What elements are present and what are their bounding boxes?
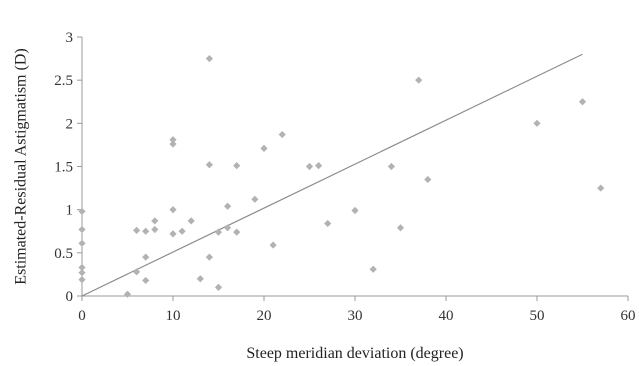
data-point	[315, 162, 323, 170]
data-point	[187, 217, 195, 225]
y-tick-label: 2	[66, 116, 74, 132]
y-tick-labels: 0 0.5 1 1.5 2 2.5 3	[54, 30, 82, 305]
data-point	[278, 130, 286, 139]
trendline-layer	[81, 53, 583, 297]
y-tick-label: 0.5	[54, 246, 73, 262]
x-tick-label: 0	[78, 308, 86, 324]
data-point	[351, 206, 359, 215]
data-point	[578, 98, 587, 106]
data-point	[151, 225, 159, 234]
data-point	[169, 136, 177, 144]
data-point	[133, 268, 141, 276]
y-tick-label: 1	[66, 203, 74, 219]
data-point	[169, 140, 177, 148]
data-point	[415, 76, 423, 84]
data-point	[78, 263, 86, 272]
data-point	[305, 162, 314, 171]
axes	[81, 37, 628, 297]
x-tick-labels: 0 10 20 30 40 50 60	[78, 296, 636, 324]
data-point	[123, 290, 132, 298]
data-point	[387, 162, 395, 171]
data-point	[233, 228, 241, 236]
y-tick-label: 3	[66, 30, 74, 46]
data-point	[142, 227, 150, 235]
x-tick-label: 30	[348, 308, 363, 324]
data-point	[597, 184, 605, 192]
x-tick-label: 50	[530, 308, 545, 324]
data-point	[205, 253, 213, 261]
data-point	[78, 269, 86, 277]
data-point	[142, 253, 150, 261]
data-point	[178, 227, 186, 235]
x-tick-label: 20	[257, 308, 272, 324]
data-point	[224, 224, 232, 232]
data-point	[269, 241, 277, 249]
y-tick-label: 0	[66, 289, 74, 305]
data-point	[205, 54, 213, 63]
data-point	[142, 276, 150, 285]
data-point	[151, 217, 159, 225]
data-point	[324, 219, 332, 228]
data-point	[224, 202, 232, 210]
data-point	[78, 225, 86, 234]
data-point	[78, 239, 86, 247]
data-point	[533, 119, 541, 127]
data-point	[424, 175, 432, 184]
y-tick-label: 2.5	[54, 73, 73, 89]
data-point	[214, 228, 223, 236]
x-tick-label: 40	[439, 308, 454, 324]
data-point	[205, 161, 213, 169]
data-point	[78, 207, 86, 215]
data-points	[78, 54, 605, 298]
x-tick-label: 60	[621, 308, 636, 324]
x-axis-title: Steep meridian deviation (degree)	[246, 345, 463, 362]
data-point	[251, 195, 259, 203]
data-point	[169, 206, 177, 214]
data-point	[78, 275, 86, 284]
y-axis-title: Estimated-Residual Astigmatism (D)	[13, 48, 30, 284]
trendline	[81, 53, 583, 297]
data-point	[369, 265, 377, 273]
data-point	[233, 162, 241, 170]
data-point	[196, 275, 204, 283]
y-tick-label: 1.5	[54, 160, 73, 176]
data-point	[214, 283, 223, 291]
data-point	[260, 144, 268, 152]
data-point	[169, 230, 177, 238]
x-tick-label: 10	[166, 308, 181, 324]
data-point	[133, 226, 141, 234]
data-point	[396, 224, 405, 232]
